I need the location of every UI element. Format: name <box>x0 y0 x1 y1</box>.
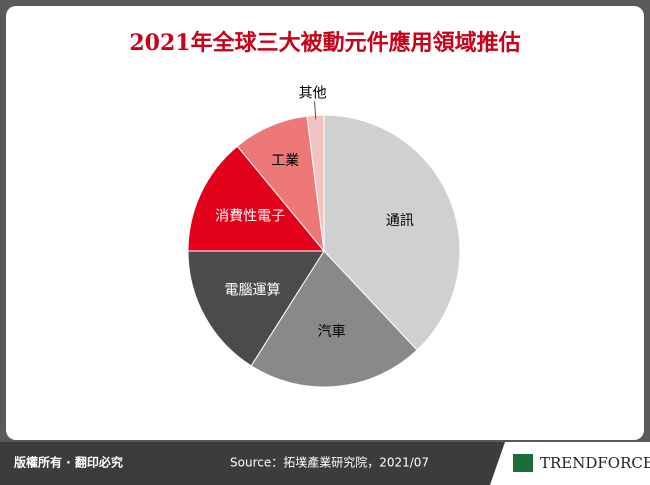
copyright: 版權所有 · 翻印必究 <box>14 455 123 470</box>
slice-label: 汽車 <box>318 323 346 340</box>
slice-label: 通訊 <box>386 213 414 229</box>
logo-text: TRENDFORCE <box>540 454 650 472</box>
source: Source：拓墣產業研究院，2021/07 <box>230 455 429 470</box>
pie-slice <box>187 250 325 367</box>
pie-slice <box>323 114 461 351</box>
leader-line <box>314 101 317 120</box>
pie-slice <box>187 145 326 252</box>
pie-slice <box>250 250 418 388</box>
slice-label: 其他 <box>299 85 327 101</box>
logo-mark <box>513 454 533 472</box>
slice-label: 工業 <box>271 153 299 169</box>
logo-box <box>490 442 650 485</box>
slice-label: 電腦運算 <box>224 282 280 298</box>
slice-label: 消費性電子 <box>215 208 285 224</box>
chart-title: 2021年全球三大被動元件應用領域推估 <box>129 30 520 56</box>
